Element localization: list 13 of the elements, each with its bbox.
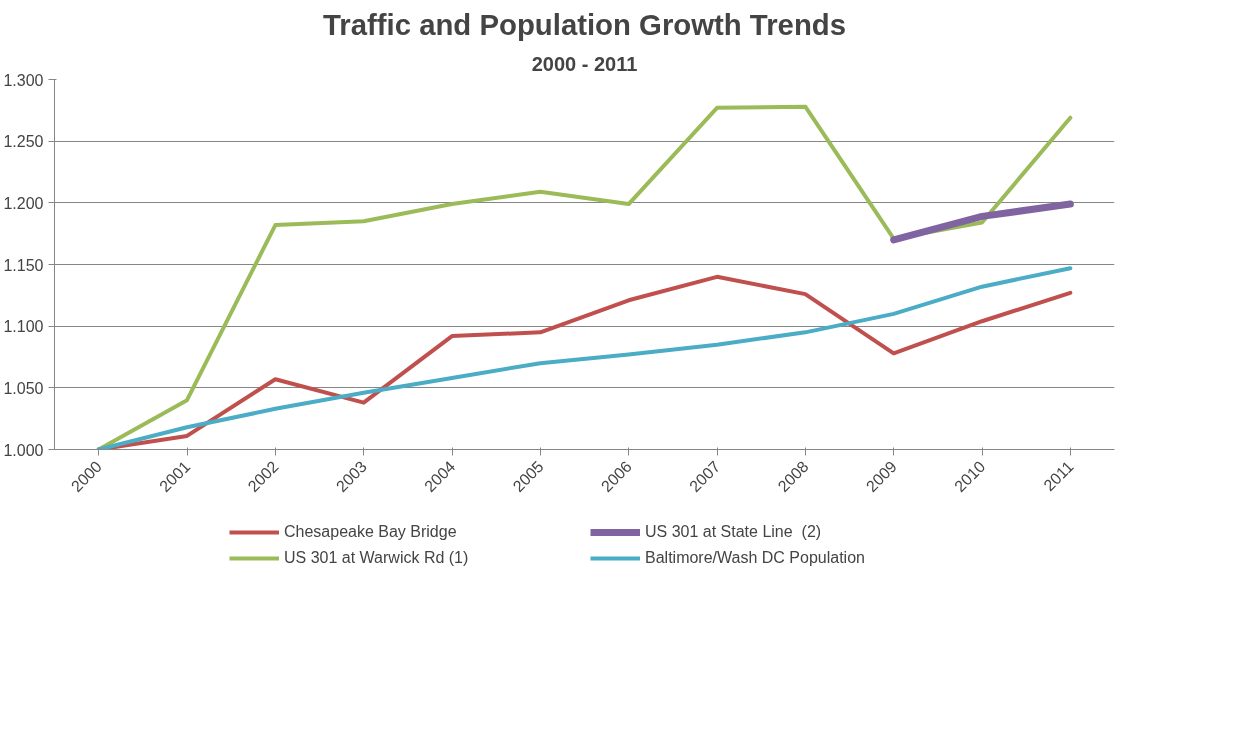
y-tick-label: 1.200 bbox=[3, 194, 44, 212]
y-tick-label: 1.100 bbox=[3, 318, 44, 336]
chart-subtitle: 2000 - 2011 bbox=[531, 52, 638, 75]
y-tick-label: 1.250 bbox=[3, 133, 44, 151]
y-tick-label: 1.050 bbox=[3, 379, 44, 397]
legend-label: Baltimore/Wash DC Population bbox=[645, 549, 866, 567]
y-tick-label: 1.300 bbox=[3, 71, 44, 89]
legend-label: US 301 at State Line (2) bbox=[645, 523, 823, 541]
y-tick-label: 1.000 bbox=[3, 441, 44, 459]
legend-label: US 301 at Warwick Rd (1) bbox=[284, 549, 470, 567]
legend-label: Chesapeake Bay Bridge bbox=[284, 523, 458, 541]
chart-title: Traffic and Population Growth Trends bbox=[322, 7, 847, 41]
y-tick-label: 1.150 bbox=[3, 256, 44, 274]
